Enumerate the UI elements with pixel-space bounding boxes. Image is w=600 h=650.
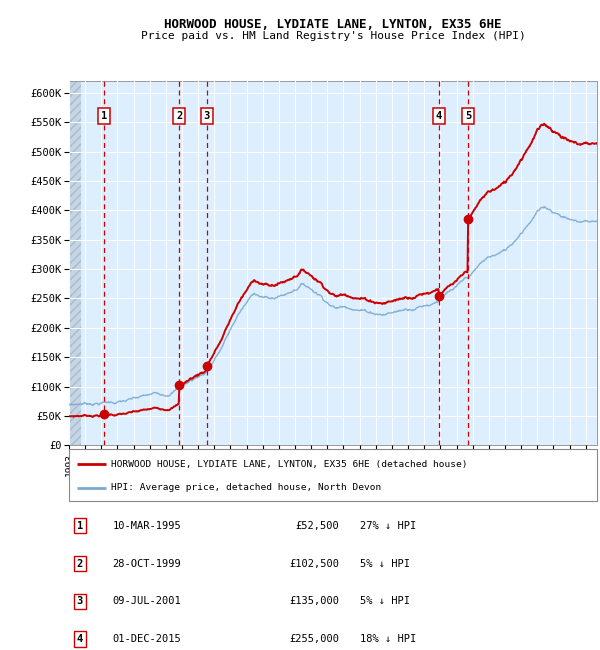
Text: 3: 3	[77, 596, 83, 606]
Text: Price paid vs. HM Land Registry's House Price Index (HPI): Price paid vs. HM Land Registry's House …	[140, 31, 526, 41]
Text: 1: 1	[101, 111, 107, 121]
Text: 5% ↓ HPI: 5% ↓ HPI	[360, 558, 410, 569]
Text: 5% ↓ HPI: 5% ↓ HPI	[360, 596, 410, 606]
Text: £102,500: £102,500	[289, 558, 339, 569]
Text: 10-MAR-1995: 10-MAR-1995	[113, 521, 181, 531]
Text: 09-JUL-2001: 09-JUL-2001	[113, 596, 181, 606]
Text: 01-DEC-2015: 01-DEC-2015	[113, 634, 181, 644]
Text: HORWOOD HOUSE, LYDIATE LANE, LYNTON, EX35 6HE (detached house): HORWOOD HOUSE, LYDIATE LANE, LYNTON, EX3…	[111, 460, 468, 469]
Text: 4: 4	[77, 634, 83, 644]
Text: 18% ↓ HPI: 18% ↓ HPI	[360, 634, 416, 644]
Text: 1: 1	[77, 521, 83, 531]
Text: HPI: Average price, detached house, North Devon: HPI: Average price, detached house, Nort…	[111, 483, 382, 492]
Text: 2: 2	[176, 111, 182, 121]
Text: 4: 4	[436, 111, 442, 121]
Text: 2: 2	[77, 558, 83, 569]
Bar	[69, 81, 81, 445]
Text: 27% ↓ HPI: 27% ↓ HPI	[360, 521, 416, 531]
Bar	[69, 81, 81, 445]
Text: £52,500: £52,500	[295, 521, 339, 531]
Text: £135,000: £135,000	[289, 596, 339, 606]
Text: £255,000: £255,000	[289, 634, 339, 644]
Text: 5: 5	[465, 111, 471, 121]
Text: 28-OCT-1999: 28-OCT-1999	[113, 558, 181, 569]
Text: HORWOOD HOUSE, LYDIATE LANE, LYNTON, EX35 6HE: HORWOOD HOUSE, LYDIATE LANE, LYNTON, EX3…	[164, 18, 502, 31]
Text: 3: 3	[203, 111, 209, 121]
